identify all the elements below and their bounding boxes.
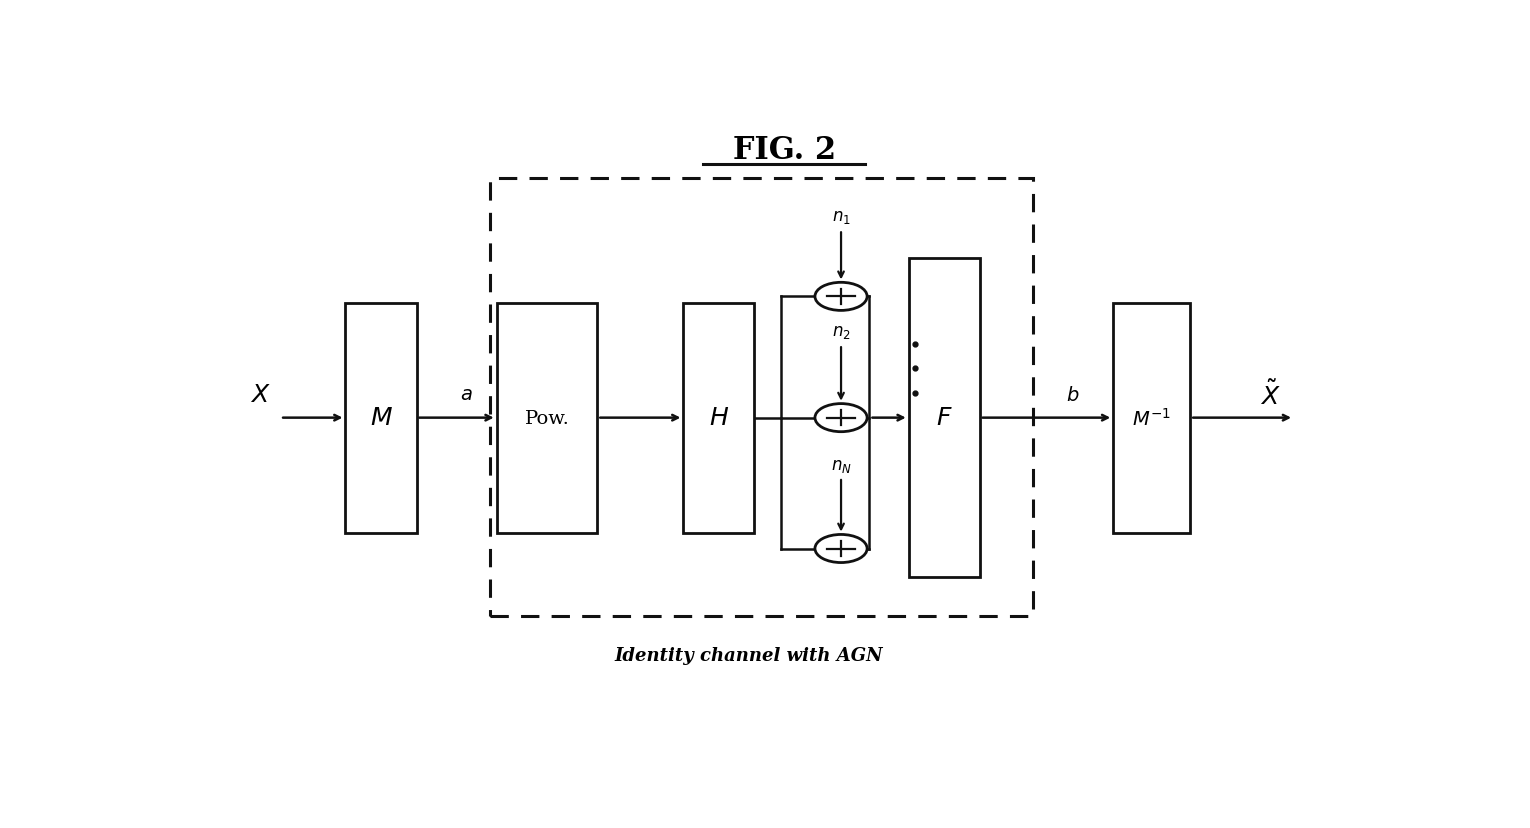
Text: $n_2$: $n_2$ xyxy=(832,324,851,340)
Text: $n_N$: $n_N$ xyxy=(831,457,852,474)
Circle shape xyxy=(815,404,868,432)
Bar xyxy=(346,303,416,533)
Circle shape xyxy=(815,283,868,311)
Circle shape xyxy=(815,535,868,563)
Text: $n_1$: $n_1$ xyxy=(832,209,851,226)
Bar xyxy=(909,258,979,578)
Bar xyxy=(497,303,597,533)
Bar xyxy=(684,303,754,533)
Text: $b$: $b$ xyxy=(1065,385,1079,404)
Text: FIG. 2: FIG. 2 xyxy=(733,135,835,166)
Bar xyxy=(490,179,1033,616)
Text: $H$: $H$ xyxy=(708,407,728,430)
Text: Pow.: Pow. xyxy=(525,409,569,427)
Text: $X$: $X$ xyxy=(249,383,271,406)
Text: Identity channel with AGN: Identity channel with AGN xyxy=(614,647,883,664)
Text: $F$: $F$ xyxy=(936,407,953,430)
Text: $a$: $a$ xyxy=(461,386,473,403)
Bar xyxy=(1114,303,1190,533)
Text: $\tilde{X}$: $\tilde{X}$ xyxy=(1259,380,1281,409)
Text: $M$: $M$ xyxy=(370,407,392,430)
Text: $M^{-1}$: $M^{-1}$ xyxy=(1132,407,1170,429)
